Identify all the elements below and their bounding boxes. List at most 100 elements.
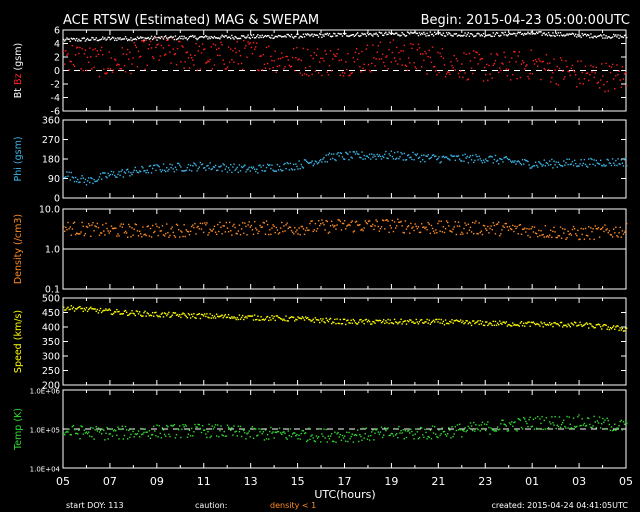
data-point [464, 72, 466, 74]
data-point [617, 158, 619, 160]
data-point [250, 166, 253, 168]
data-point [228, 317, 231, 319]
y-tick-label: 1.0E+04 [30, 466, 61, 474]
data-point [570, 33, 573, 35]
data-point [612, 78, 615, 80]
data-point [374, 225, 376, 227]
data-point [80, 68, 82, 70]
data-point [325, 53, 327, 55]
data-point [238, 224, 241, 226]
data-point [550, 324, 552, 326]
data-point [317, 36, 320, 38]
data-point [397, 151, 399, 153]
data-point [471, 34, 474, 36]
data-point [188, 429, 191, 432]
data-point [404, 35, 407, 37]
data-point [162, 429, 165, 431]
data-point [265, 166, 268, 169]
data-point [67, 306, 69, 308]
data-point [221, 170, 223, 172]
data-point [132, 234, 134, 236]
data-point [273, 60, 275, 62]
data-point [496, 322, 499, 324]
data-point [253, 168, 256, 170]
data-point [593, 327, 595, 329]
data-point [583, 33, 586, 36]
data-point [103, 172, 105, 174]
data-point [372, 223, 374, 226]
data-point [538, 323, 540, 326]
data-point [89, 307, 91, 310]
data-point [619, 327, 621, 329]
data-point [282, 230, 284, 233]
data-point [456, 60, 459, 62]
data-point [361, 439, 363, 441]
data-point [458, 76, 461, 78]
data-point [148, 43, 151, 46]
data-point [384, 65, 386, 67]
data-point [226, 424, 229, 426]
data-point [508, 158, 511, 161]
data-point [320, 441, 322, 443]
data-point [303, 233, 306, 236]
data-point [118, 310, 120, 313]
data-point [609, 37, 612, 39]
data-point [528, 78, 530, 80]
data-point [621, 162, 624, 164]
data-point [621, 66, 624, 68]
data-point [288, 169, 291, 171]
data-point [491, 77, 493, 79]
data-point [418, 436, 421, 439]
data-point [577, 324, 579, 327]
data-point [360, 71, 362, 73]
data-point [385, 219, 387, 222]
data-point [496, 159, 499, 162]
data-point [386, 427, 388, 430]
data-point [399, 221, 401, 223]
data-point [159, 55, 161, 57]
data-point [127, 168, 129, 171]
data-point [595, 66, 598, 69]
data-point [617, 73, 619, 76]
data-point [415, 32, 417, 35]
data-point [332, 224, 334, 226]
data-point [90, 426, 92, 429]
data-point [264, 170, 267, 172]
data-point [430, 61, 433, 64]
data-point [390, 33, 393, 35]
data-point [375, 32, 377, 34]
data-point [135, 169, 138, 172]
data-point [522, 228, 525, 230]
data-point [185, 315, 187, 318]
data-point [594, 225, 596, 227]
data-point [285, 315, 287, 317]
data-point [399, 432, 401, 434]
data-point [405, 34, 408, 37]
data-point [467, 78, 470, 80]
data-point [362, 427, 364, 430]
data-point [358, 52, 360, 55]
data-point [618, 162, 620, 165]
data-point [484, 321, 487, 323]
data-point [546, 62, 549, 65]
data-point [490, 155, 492, 158]
data-point [413, 322, 415, 324]
data-point [541, 34, 543, 37]
data-point [514, 323, 516, 326]
data-point [79, 40, 81, 42]
data-point [351, 34, 353, 36]
data-point [276, 315, 279, 317]
data-point [70, 234, 72, 236]
data-point [243, 165, 245, 167]
data-point [584, 65, 587, 68]
data-point [374, 155, 376, 158]
data-point [107, 309, 109, 311]
data-point [189, 164, 192, 167]
data-point [496, 32, 499, 34]
data-point [261, 34, 263, 37]
data-point [223, 315, 225, 317]
data-point [186, 230, 189, 233]
data-point [132, 430, 134, 433]
data-point [65, 176, 67, 178]
data-point [576, 36, 578, 38]
